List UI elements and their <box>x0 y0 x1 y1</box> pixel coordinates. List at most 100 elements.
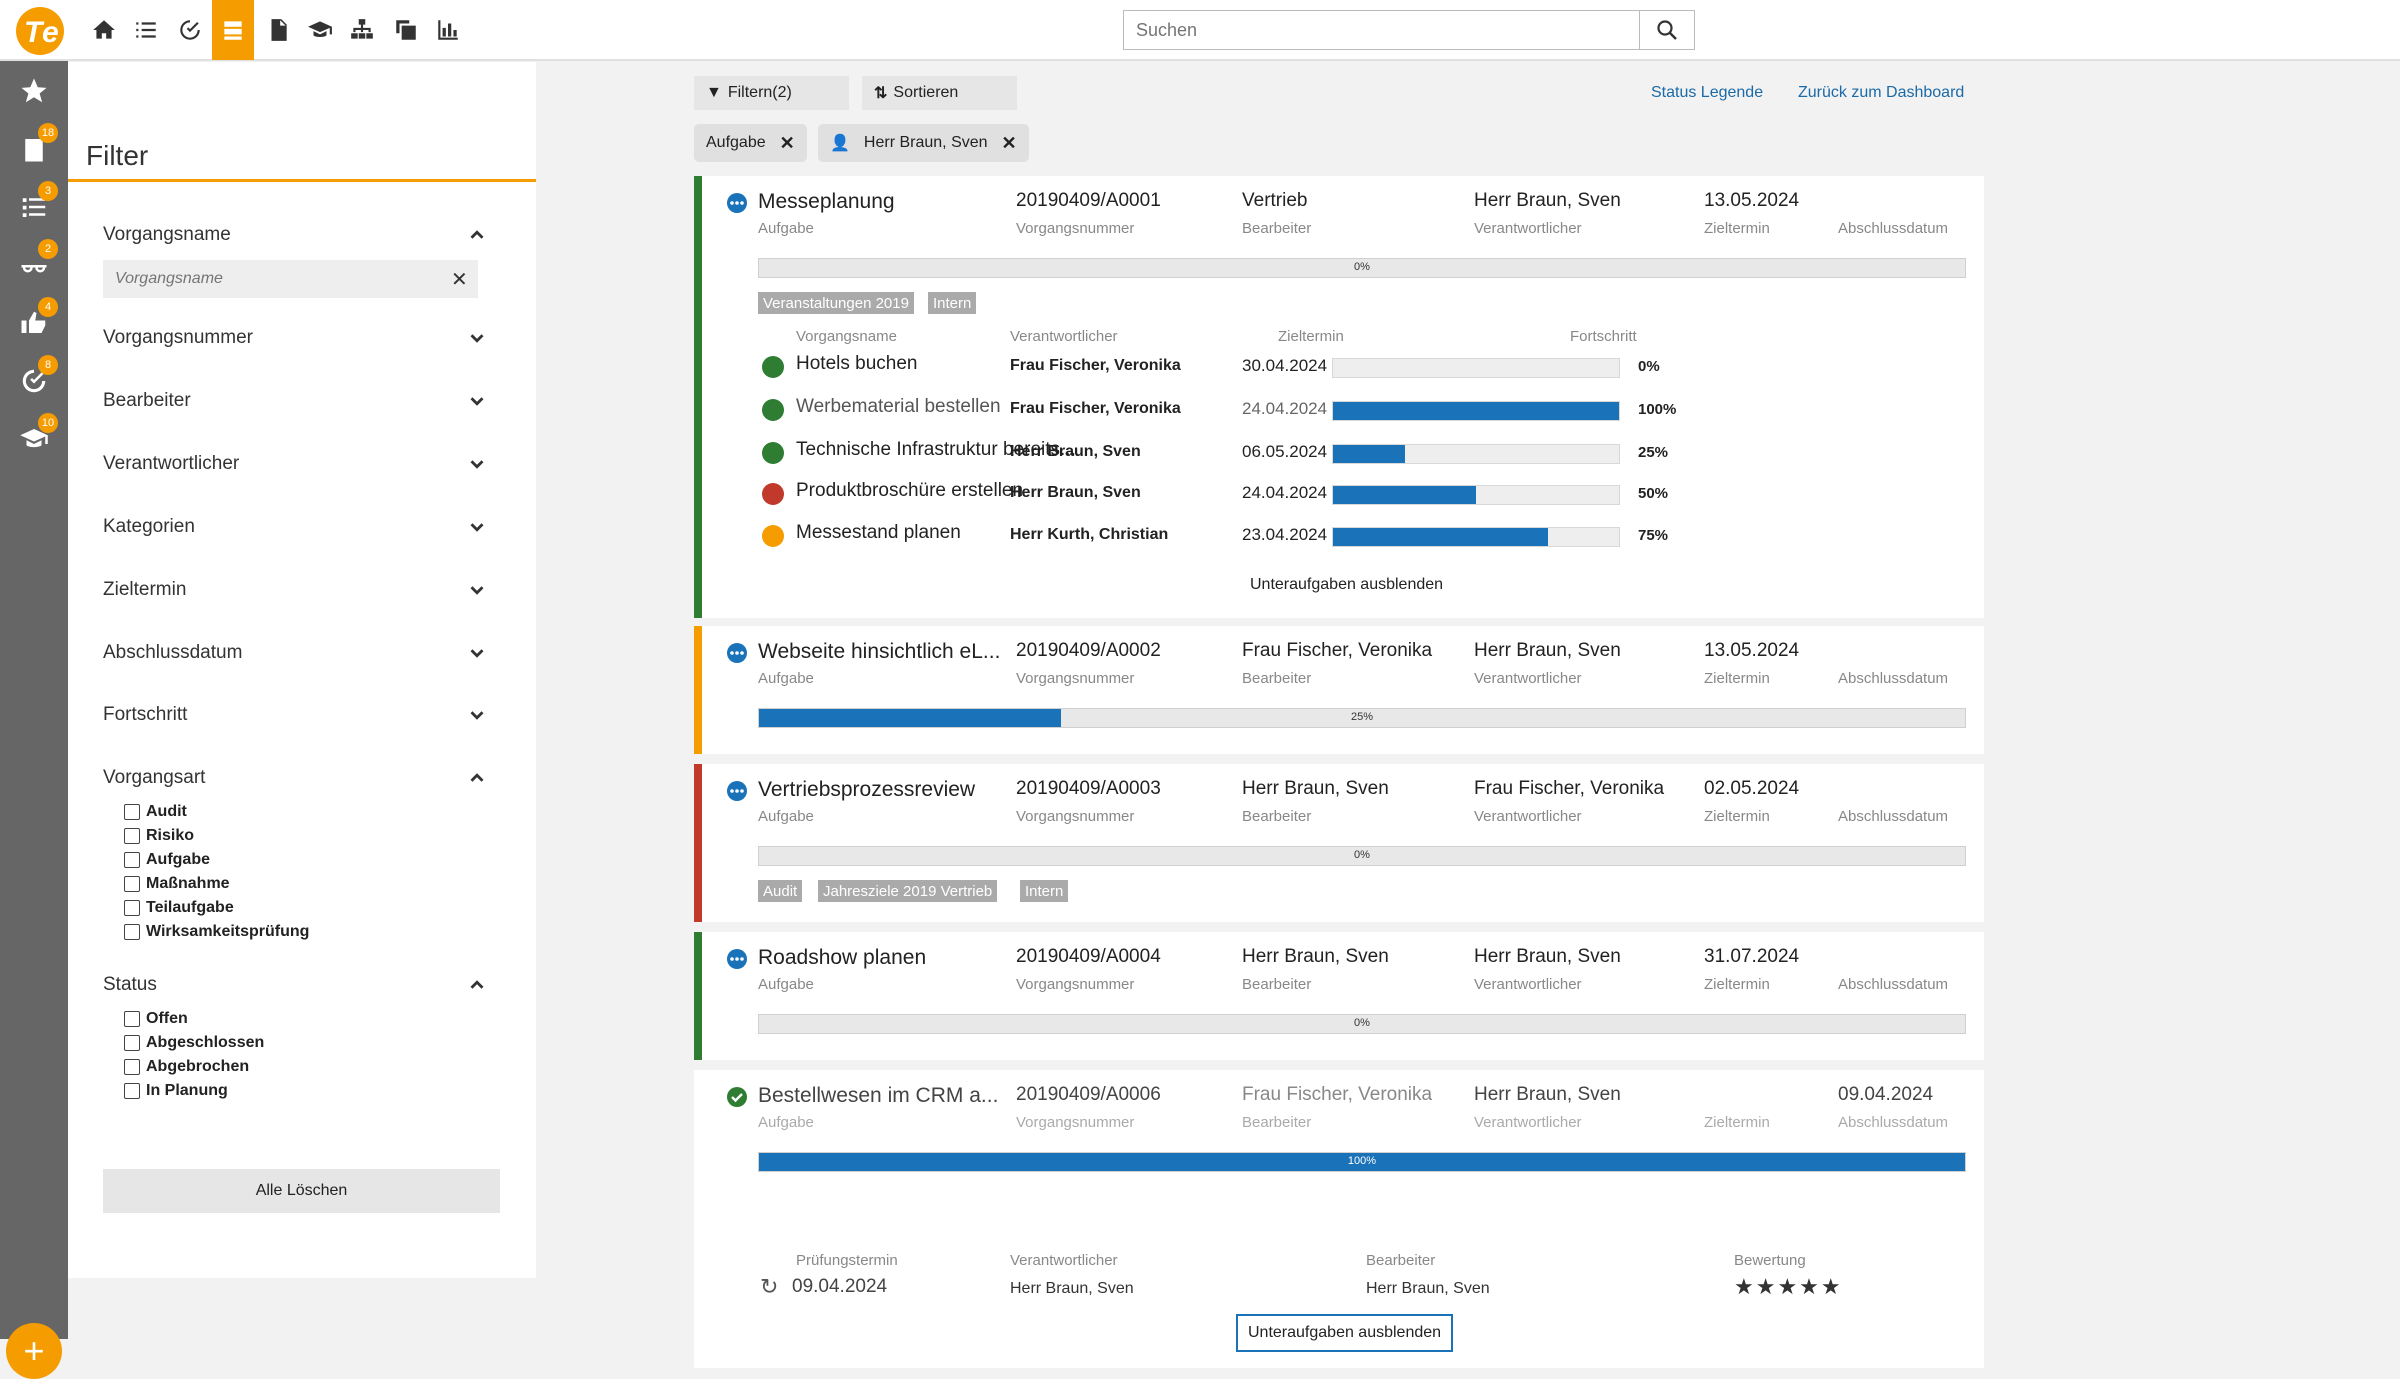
checkbox[interactable] <box>124 804 140 820</box>
close-icon[interactable]: ✕ <box>1001 132 1017 153</box>
filter-section-vorgangsnummer[interactable]: Vorgangsnummer <box>103 327 488 349</box>
chevron-down-icon[interactable] <box>466 704 488 726</box>
bar-chart-icon[interactable] <box>428 10 468 50</box>
hide-subtasks-button[interactable]: Unteraufgaben ausblenden <box>1236 1314 1454 1352</box>
subtask-row[interactable]: Produktbroschüre erstellen Herr Braun, Sv… <box>758 475 1978 513</box>
checkbox-abgebrochen[interactable]: Abgebrochen <box>124 1058 249 1076</box>
subtask-name[interactable]: Technische Infrastruktur bereits... <box>796 439 1076 460</box>
chevron-down-icon[interactable] <box>466 390 488 412</box>
checkbox[interactable] <box>124 900 140 916</box>
filter-section-zieltermin[interactable]: Zieltermin <box>103 579 488 601</box>
subtask-row[interactable]: Messestand planen Herr Kurth, Christian 23… <box>758 517 1978 555</box>
checkbox-teilaufgabe[interactable]: Teilaufgabe <box>124 899 234 917</box>
close-icon[interactable]: ✕ <box>779 132 795 153</box>
filter-section-bearbeiter[interactable]: Bearbeiter <box>103 390 488 412</box>
subtask-name[interactable]: Hotels buchen <box>796 353 918 374</box>
chevron-up-icon[interactable] <box>466 767 488 789</box>
checkbox-abgeschlossen[interactable]: Abgeschlossen <box>124 1034 264 1052</box>
subtask-progress: 50% <box>1638 485 1669 502</box>
task-title[interactable]: Webseite hinsichtlich eL... <box>758 640 1001 663</box>
task-card[interactable]: Roadshow planen Aufgabe 20190409/A0004 V… <box>694 932 1984 1060</box>
glasses-icon[interactable]: 2 <box>14 239 58 285</box>
chevron-up-icon[interactable] <box>466 224 488 246</box>
filter-section-status[interactable]: Status <box>103 974 488 996</box>
filter-section-fortschritt[interactable]: Fortschritt <box>103 704 488 726</box>
checkbox[interactable] <box>124 876 140 892</box>
chevron-down-icon[interactable] <box>466 453 488 475</box>
chevron-up-icon[interactable] <box>466 974 488 996</box>
task-title[interactable]: Roadshow planen <box>758 946 927 969</box>
filter-section-vorgangsart[interactable]: Vorgangsart <box>103 767 488 789</box>
subtask-name[interactable]: Produktbroschüre erstellen <box>796 480 1024 501</box>
subtask-row[interactable]: Technische Infrastruktur bereits... Herr … <box>758 434 1978 472</box>
chevron-down-icon[interactable] <box>466 327 488 349</box>
filter-chip-person[interactable]: 👤 Herr Braun, Sven ✕ <box>818 124 1029 162</box>
checkbox[interactable] <box>124 1083 140 1099</box>
more-status-icon[interactable] <box>726 192 748 214</box>
more-status-icon[interactable] <box>726 642 748 664</box>
task-title[interactable]: Vertriebsprozessreview <box>758 778 976 801</box>
checkbox[interactable] <box>124 852 140 868</box>
star-icon[interactable] <box>14 71 54 111</box>
tasks-icon[interactable] <box>212 0 254 60</box>
sort-button[interactable]: ⇅ Sortieren <box>862 76 1017 110</box>
filter-button[interactable]: ▼ Filtern(2) <box>694 76 849 110</box>
filter-chip-type[interactable]: Aufgabe ✕ <box>694 124 807 162</box>
check-circle-icon[interactable] <box>726 1086 748 1108</box>
task-card[interactable]: Bestellwesen im CRM a... Aufgabe 2019040… <box>694 1070 1984 1368</box>
checkbox-offen[interactable]: Offen <box>124 1010 188 1028</box>
hide-subtasks-button[interactable]: Unteraufgaben ausblenden <box>1250 576 1444 594</box>
filter-section-vorgangsname[interactable]: Vorgangsname <box>103 224 488 246</box>
chevron-down-icon[interactable] <box>466 516 488 538</box>
add-button[interactable]: + <box>6 1323 62 1379</box>
checkbox[interactable] <box>124 1035 140 1051</box>
checklist-icon[interactable] <box>126 10 166 50</box>
filter-section-kategorien[interactable]: Kategorien <box>103 516 488 538</box>
graduation-cap-icon[interactable] <box>300 10 340 50</box>
checkbox-wirksamkeitspruefung[interactable]: Wirksamkeitsprüfung <box>124 923 309 941</box>
more-status-icon[interactable] <box>726 780 748 802</box>
document-icon[interactable] <box>258 10 298 50</box>
close-icon[interactable]: ✕ <box>451 269 468 291</box>
task-card[interactable]: Vertriebsprozessreview Aufgabe 20190409/… <box>694 764 1984 922</box>
lock-document-icon[interactable]: 18 <box>14 123 58 169</box>
chevron-down-icon[interactable] <box>466 642 488 664</box>
checkbox[interactable] <box>124 1059 140 1075</box>
back-to-dashboard-link[interactable]: Zurück zum Dashboard <box>1798 84 1965 101</box>
vorgangsname-input[interactable] <box>103 260 478 298</box>
target-check-icon[interactable] <box>170 10 210 50</box>
org-chart-icon[interactable] <box>342 10 382 50</box>
checkbox-risiko[interactable]: Risiko <box>124 827 194 845</box>
task-title[interactable]: Bestellwesen im CRM a... <box>758 1084 999 1107</box>
subtask-row[interactable]: Werbematerial bestellen Frau Fischer, Ver… <box>758 391 1978 429</box>
checkbox[interactable] <box>124 1011 140 1027</box>
subtask-name[interactable]: Werbematerial bestellen <box>796 396 1001 417</box>
task-title[interactable]: Messeplanung <box>758 190 895 213</box>
checkbox-in-planung[interactable]: In Planung <box>124 1082 228 1100</box>
checkbox[interactable] <box>124 924 140 940</box>
subtask-name[interactable]: Messestand planen <box>796 522 961 543</box>
checkbox[interactable] <box>124 828 140 844</box>
target-check-icon[interactable]: 8 <box>14 355 58 401</box>
clear-all-button[interactable]: Alle Löschen <box>103 1169 500 1213</box>
chevron-down-icon[interactable] <box>466 579 488 601</box>
search-input[interactable] <box>1124 11 1640 49</box>
graduation-cap-icon[interactable]: 10 <box>14 413 58 459</box>
subtask-row[interactable]: Hotels buchen Frau Fischer, Veronika 30.04… <box>758 348 1978 386</box>
status-legend-link[interactable]: Status Legende <box>1651 84 1764 101</box>
checkbox-label: Offen <box>146 1010 188 1027</box>
filter-section-verantwortlicher[interactable]: Verantwortlicher <box>103 453 488 475</box>
task-card[interactable]: Messeplanung Aufgabe 20190409/A0001 Vorg… <box>694 176 1984 618</box>
thumbs-icon[interactable]: 4 <box>14 297 58 343</box>
copy-icon[interactable] <box>386 10 426 50</box>
checkbox-massnahme[interactable]: Maßnahme <box>124 875 230 893</box>
task-card[interactable]: Webseite hinsichtlich eL... Aufgabe 2019… <box>694 626 1984 754</box>
search-icon[interactable] <box>1640 11 1694 49</box>
home-icon[interactable] <box>84 10 124 50</box>
checkbox-aufgabe[interactable]: Aufgabe <box>124 851 210 869</box>
checklist-icon[interactable]: 3 <box>14 181 58 227</box>
filter-section-abschlussdatum[interactable]: Abschlussdatum <box>103 642 488 664</box>
more-status-icon[interactable] <box>726 948 748 970</box>
checkbox-audit[interactable]: Audit <box>124 803 187 821</box>
